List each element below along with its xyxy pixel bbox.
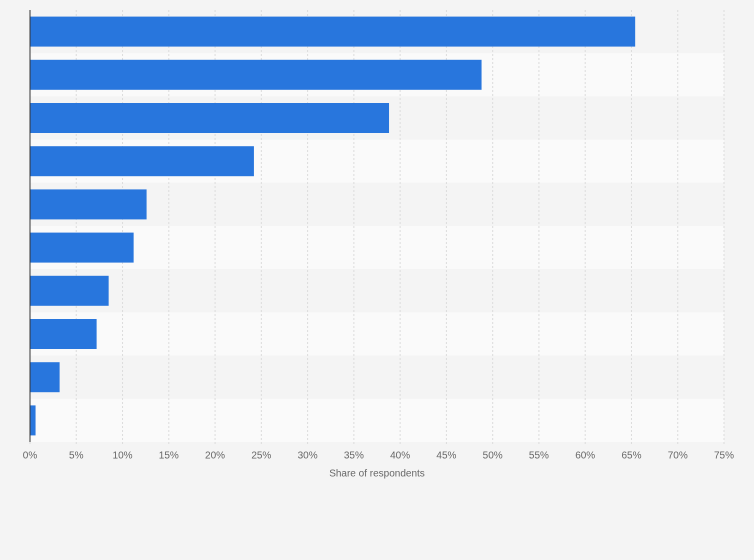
row-stripe [30, 269, 724, 313]
x-tick-label: 45% [436, 451, 456, 462]
x-tick-label: 50% [483, 451, 503, 462]
x-tick-label: 10% [113, 451, 133, 462]
row-stripe [30, 226, 724, 270]
x-tick-label: 60% [575, 451, 595, 462]
x-tick-label: 15% [159, 451, 179, 462]
x-tick-label: 5% [69, 451, 84, 462]
x-tick-label: 20% [205, 451, 225, 462]
x-tick-label: 40% [390, 451, 410, 462]
x-tick-label: 35% [344, 451, 364, 462]
bar [30, 189, 147, 220]
bar [30, 146, 254, 177]
bar [30, 405, 36, 436]
bar [30, 59, 482, 90]
bar [30, 16, 636, 47]
row-stripe [30, 355, 724, 399]
x-tick-label: 55% [529, 451, 549, 462]
bar [30, 232, 134, 263]
row-stripe [30, 398, 724, 442]
x-tick-label: 65% [621, 451, 641, 462]
bar [30, 362, 60, 393]
bar [30, 319, 97, 349]
x-axis-title: Share of respondents [329, 469, 425, 480]
x-tick-label: 0% [23, 451, 38, 462]
x-tick-label: 25% [251, 451, 271, 462]
x-tick-label: 30% [298, 451, 318, 462]
bar [30, 275, 109, 306]
bar [30, 103, 390, 133]
row-stripe [30, 312, 724, 356]
x-tick-label: 75% [714, 451, 734, 462]
x-tick-label: 70% [668, 451, 688, 462]
